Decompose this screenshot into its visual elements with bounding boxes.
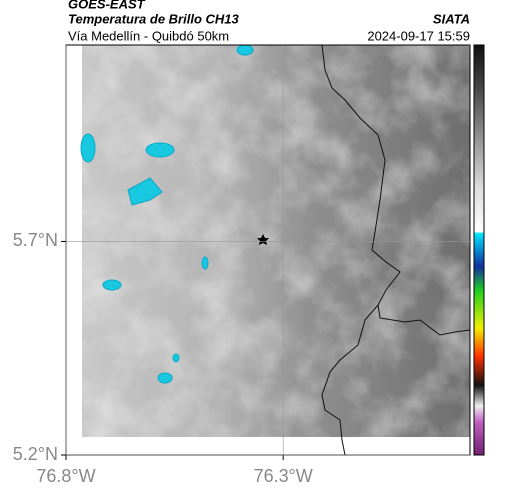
cold-clouds [80,44,254,384]
y-tick-label: 5.7°N [13,230,58,250]
location-marker [257,234,269,245]
cloud-texture [82,45,470,437]
route: Vía Medellín - Quibdó 50km [68,28,229,43]
colorbar [473,44,485,456]
subtitle: Temperatura de Brillo CH13 [68,11,240,26]
y-tick-label: 5.2°N [13,444,58,464]
x-tick-label: 76.3°W [254,466,313,486]
header: GOES-EAST Temperatura de Brillo CH13 SIA… [68,0,470,43]
colorbar-scale [473,44,485,456]
x-tick-label: 76.8°W [36,466,95,486]
title: GOES-EAST [68,0,146,11]
boundaries [321,44,471,456]
source: SIATA [433,11,470,26]
timestamp: 2024-09-17 15:59 [367,28,470,43]
map [61,44,471,460]
